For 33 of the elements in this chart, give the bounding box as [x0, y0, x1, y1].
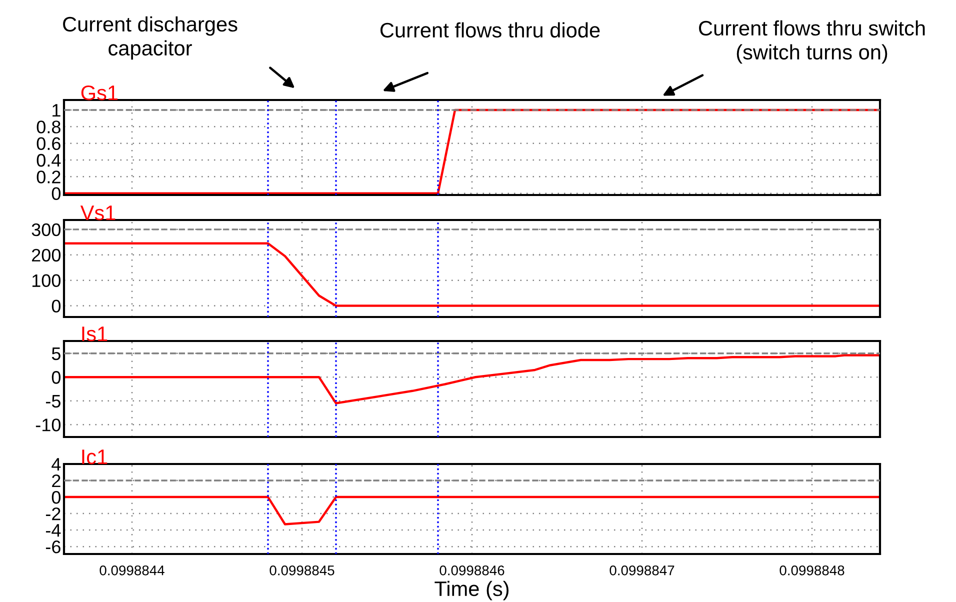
- y-tick-label: 0.8: [36, 120, 60, 134]
- x-axis-title: Time (s): [434, 580, 509, 600]
- y-tick-label: 100: [32, 274, 61, 288]
- y-tick-label: 0.2: [36, 170, 60, 184]
- y-tick-label: 0: [52, 300, 61, 313]
- chart-title: Is1: [82, 326, 108, 342]
- chart-title: Ic1: [82, 450, 108, 464]
- y-tick-label: -5: [46, 395, 60, 408]
- y-tick-label: 0.4: [36, 154, 61, 167]
- x-tick-label: 0.0998846: [440, 565, 504, 576]
- y-tick-label: 0: [52, 490, 61, 504]
- y-tick-label: -6: [46, 540, 60, 554]
- x-tick-label: 0.0998847: [610, 565, 674, 576]
- y-tick-label: 4: [52, 458, 61, 471]
- text: Current discharges capacitor: [63, 16, 238, 60]
- y-tick-label: 0.6: [36, 137, 60, 150]
- x-tick-label: 0.0998848: [780, 565, 844, 576]
- chart-title: Gs1: [81, 85, 118, 100]
- y-tick-label: 0: [52, 187, 61, 200]
- y-tick-label: -10: [36, 418, 61, 432]
- text: Current flows thru diode: [380, 22, 600, 38]
- y-tick-label: 5: [52, 347, 60, 360]
- y-tick-label: 2: [52, 474, 60, 488]
- x-tick-label: 0.0998845: [270, 565, 334, 576]
- y-tick-label: -2: [46, 507, 60, 520]
- x-tick-label: 0.0998844: [100, 565, 164, 576]
- y-tick-label: -4: [46, 524, 61, 537]
- y-tick-label: 200: [32, 248, 61, 262]
- y-tick-label: 300: [32, 223, 61, 236]
- y-tick-label: 1: [52, 104, 60, 117]
- y-tick-label: 0: [52, 371, 61, 384]
- chart-title: Vs1: [80, 206, 116, 220]
- text: Current flows thru switch (switch turns on): [699, 20, 925, 64]
